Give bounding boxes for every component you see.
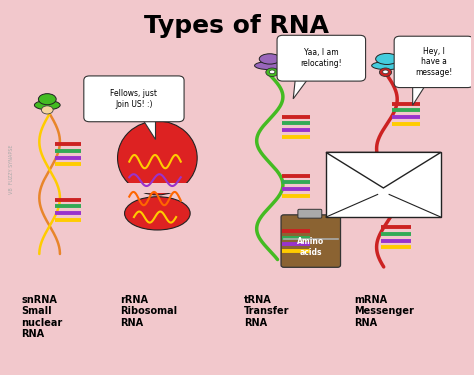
Polygon shape bbox=[413, 83, 427, 105]
Ellipse shape bbox=[383, 70, 388, 74]
Text: Hey, I
have a
message!: Hey, I have a message! bbox=[415, 47, 452, 77]
Text: snRNA
Small
nuclear
RNA: snRNA Small nuclear RNA bbox=[21, 295, 63, 339]
Text: Types of RNA: Types of RNA bbox=[145, 14, 329, 38]
Text: Yaa, I am
relocating!: Yaa, I am relocating! bbox=[301, 48, 342, 68]
FancyBboxPatch shape bbox=[281, 215, 340, 267]
Ellipse shape bbox=[372, 62, 402, 70]
Ellipse shape bbox=[35, 100, 60, 110]
Polygon shape bbox=[326, 152, 441, 188]
FancyBboxPatch shape bbox=[84, 76, 184, 122]
Bar bbox=[326, 152, 441, 217]
Ellipse shape bbox=[255, 62, 285, 70]
Ellipse shape bbox=[41, 106, 53, 114]
Text: mRNA
Messenger
RNA: mRNA Messenger RNA bbox=[354, 295, 414, 328]
Ellipse shape bbox=[269, 70, 275, 74]
Text: rRNA
Ribosomal
RNA: rRNA Ribosomal RNA bbox=[120, 295, 177, 328]
Ellipse shape bbox=[379, 68, 392, 76]
FancyBboxPatch shape bbox=[298, 209, 322, 218]
Ellipse shape bbox=[376, 53, 398, 64]
FancyBboxPatch shape bbox=[277, 35, 365, 81]
FancyBboxPatch shape bbox=[394, 36, 474, 88]
Polygon shape bbox=[293, 76, 310, 99]
FancyBboxPatch shape bbox=[122, 183, 195, 193]
Ellipse shape bbox=[125, 197, 190, 230]
Text: Amino
acids: Amino acids bbox=[297, 237, 324, 256]
Ellipse shape bbox=[38, 94, 56, 105]
Polygon shape bbox=[141, 117, 155, 140]
Ellipse shape bbox=[259, 54, 280, 64]
Text: Fellows, just
Join US! :): Fellows, just Join US! :) bbox=[110, 89, 157, 108]
Text: VB  FUZZY SYNAPSE: VB FUZZY SYNAPSE bbox=[9, 144, 14, 194]
Ellipse shape bbox=[266, 68, 278, 76]
Text: tRNA
Transfer
RNA: tRNA Transfer RNA bbox=[244, 295, 290, 328]
Ellipse shape bbox=[118, 121, 197, 195]
